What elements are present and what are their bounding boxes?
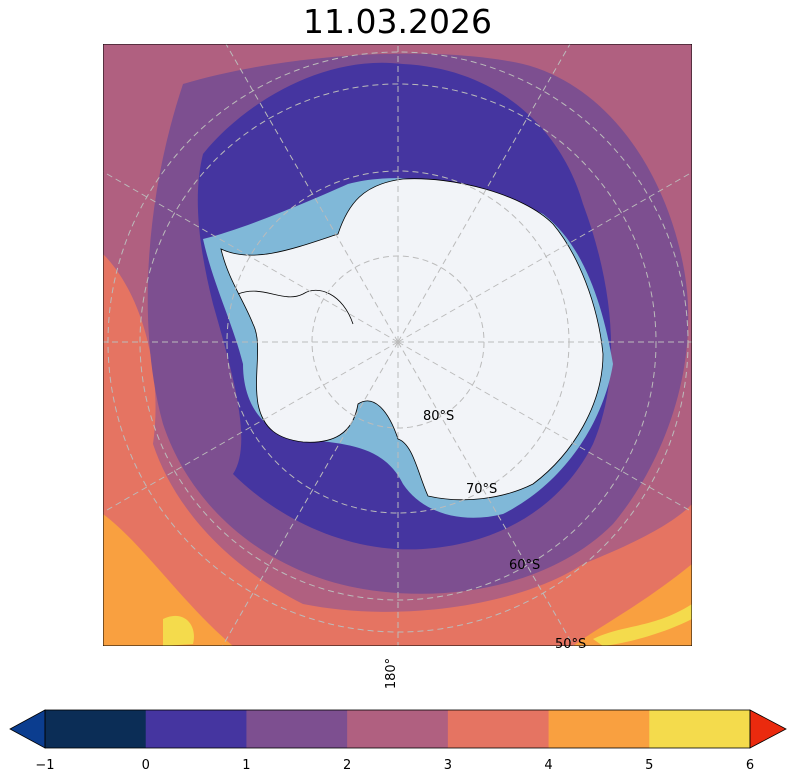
colorbar-tick-label: 3 <box>443 758 452 773</box>
meridian-line <box>397 44 571 343</box>
colorbar-tick-label: 5 <box>645 758 654 773</box>
meridian-line <box>103 341 399 513</box>
colorbar-bin <box>246 710 348 748</box>
meridian-line <box>397 341 692 513</box>
antarctica <box>220 178 604 501</box>
colorbar-bin <box>347 710 449 748</box>
lon-label-180: 180° <box>384 657 400 690</box>
colorbar-bin <box>145 710 247 748</box>
lat-label-60: 60°S <box>509 558 541 573</box>
colorbar-bin <box>548 710 650 748</box>
colorbar-tick-label: 2 <box>343 758 352 773</box>
colorbar-outline <box>44 709 751 749</box>
meridian-line <box>397 171 692 343</box>
colorbar-bin <box>649 710 751 748</box>
map-panel <box>103 44 692 646</box>
meridian-line <box>397 341 574 646</box>
coast-fragment <box>237 289 354 325</box>
meridian-line <box>225 44 399 343</box>
lat-label-50: 50°S <box>555 637 587 652</box>
colorbar-tick-label: −1 <box>35 758 55 773</box>
colorbar-tick-label: 6 <box>745 758 755 773</box>
map-title: 11.03.2026 <box>303 2 492 41</box>
lat-label-80: 80°S <box>423 409 455 424</box>
colorbar-tick-label: 1 <box>242 758 251 773</box>
colorbar <box>9 709 787 749</box>
meridians <box>103 44 692 646</box>
colorbar-tick-label: 0 <box>141 758 150 773</box>
meridian-line <box>103 171 399 343</box>
colorbar-under-arrow <box>9 709 46 749</box>
colorbar-tick-label: 4 <box>544 758 553 773</box>
colorbar-bin <box>45 710 147 748</box>
meridian-line <box>222 341 399 646</box>
colorbar-bin <box>447 710 550 748</box>
colorbar-over-arrow <box>749 709 787 749</box>
lat-label-70: 70°S <box>466 482 498 497</box>
